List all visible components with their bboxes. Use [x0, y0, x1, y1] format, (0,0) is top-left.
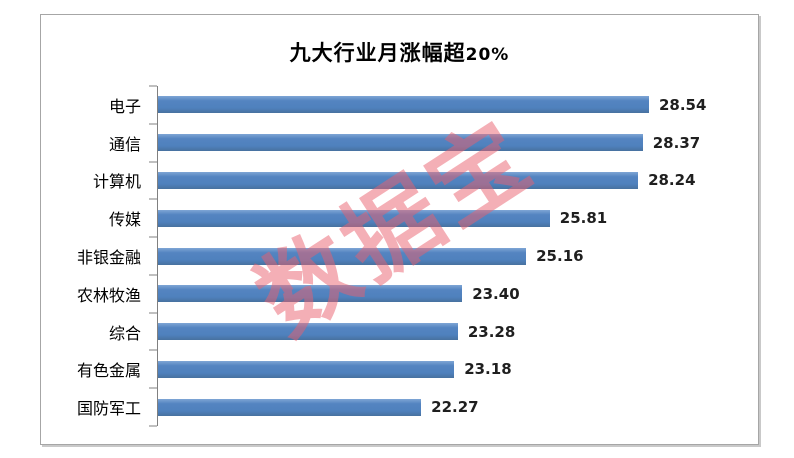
category-label: 计算机	[92, 172, 141, 192]
category-label: 传媒	[108, 210, 141, 230]
plot-area: 电子 28.54 通信 28.37 计算机 28.24 传媒 25.81 非银金融 25.16 农林…	[41, 85, 758, 427]
value-label: 23.18	[464, 360, 512, 379]
value-label: 28.37	[652, 133, 701, 152]
value-label: 22.27	[431, 398, 479, 417]
axis-tick	[149, 85, 157, 87]
bar-track: 28.54	[157, 86, 706, 124]
bar	[157, 171, 639, 189]
bar-track: 28.37	[157, 124, 702, 162]
bar	[157, 134, 643, 152]
bar-row: 计算机 28.24	[41, 162, 758, 200]
bar-track: 23.28	[157, 313, 702, 351]
bar-track: 23.40	[157, 275, 702, 313]
bar-track: 23.18	[157, 350, 702, 388]
bar-track: 25.81	[157, 199, 702, 237]
chart-title: 九大行业月涨幅超20%	[41, 37, 758, 67]
bar	[157, 398, 422, 416]
chart-title-main: 九大行业月涨幅超	[289, 41, 466, 65]
value-label: 25.16	[536, 247, 584, 266]
bar-row: 传媒 25.81	[41, 199, 758, 237]
axis-tick	[149, 236, 157, 238]
axis-tick	[149, 123, 157, 125]
bar-row: 非银金融 25.16	[41, 237, 758, 275]
axis-tick	[149, 274, 157, 276]
bar	[157, 209, 550, 227]
axis-tick	[149, 349, 157, 351]
value-label: 28.24	[648, 171, 696, 190]
category-label: 国防军工	[76, 399, 141, 419]
bar-track: 22.27	[157, 388, 702, 426]
value-label: 25.81	[559, 209, 608, 228]
category-label: 农林牧渔	[76, 285, 141, 305]
bar-row: 综合 23.28	[41, 313, 758, 351]
axis-tick	[149, 387, 157, 389]
category-label: 非银金融	[76, 248, 141, 268]
category-label: 有色金属	[76, 361, 141, 381]
chart-frame: 九大行业月涨幅超20% 电子 28.54 通信 28.37 计算机 28.24 传媒 25.8…	[40, 14, 759, 445]
bar-row: 通信 28.37	[41, 124, 758, 162]
bar	[157, 285, 463, 303]
axis-tick	[149, 312, 157, 314]
bar	[157, 247, 527, 265]
category-label: 电子	[108, 96, 141, 116]
value-label: 28.54	[658, 95, 707, 114]
axis-tick	[149, 425, 157, 427]
bar-rows: 电子 28.54 通信 28.37 计算机 28.24 传媒 25.81 非银金融 25.16 农林…	[41, 86, 758, 426]
value-label: 23.40	[472, 284, 520, 303]
axis-tick	[149, 161, 157, 163]
bar	[157, 360, 455, 378]
bar	[157, 323, 458, 341]
bar-row: 有色金属 23.18	[41, 350, 758, 388]
bar	[157, 96, 649, 114]
bar-track: 25.16	[157, 237, 702, 275]
value-label: 23.28	[467, 322, 516, 341]
category-label: 通信	[108, 134, 141, 154]
bar-track: 28.24	[157, 162, 702, 200]
bar-row: 农林牧渔 23.40	[41, 275, 758, 313]
y-axis-line	[157, 86, 158, 426]
axis-tick	[149, 198, 157, 200]
bar-row: 国防军工 22.27	[41, 388, 758, 426]
bar-row: 电子 28.54	[41, 86, 758, 124]
category-label: 综合	[108, 323, 141, 343]
chart-title-suffix: 20%	[465, 45, 510, 65]
